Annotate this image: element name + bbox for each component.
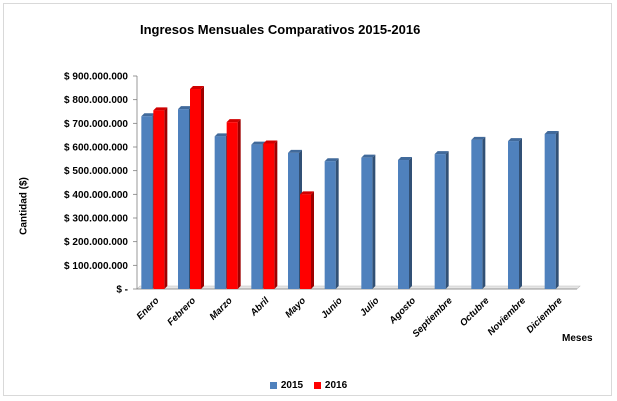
x-tick-label-septiembre: Septiembre xyxy=(410,295,455,340)
y-tick-label: $ 200.000.000 xyxy=(64,237,128,248)
y-tick-label: $ 100.000.000 xyxy=(64,261,128,272)
x-tick-label-junio: Junio xyxy=(319,295,345,321)
bar-2015-agosto xyxy=(398,157,412,289)
y-tick-label: $ 500.000.000 xyxy=(64,166,128,177)
chart-title: Ingresos Mensuales Comparativos 2015-201… xyxy=(140,22,421,37)
x-tick-label-octubre: Octubre xyxy=(458,295,492,329)
bar-2015-febrero xyxy=(178,106,192,289)
bar-2016-febrero xyxy=(190,86,204,290)
x-tick-label-noviembre: Noviembre xyxy=(486,295,529,338)
x-tick-label-enero: Enero xyxy=(135,295,162,322)
bar-2015-mayo xyxy=(288,149,302,289)
x-tick-label-julio: Julio xyxy=(358,295,382,319)
bar-2016-enero xyxy=(153,107,168,289)
bar-2015-noviembre xyxy=(508,138,522,289)
legend-swatch-2016 xyxy=(313,382,321,389)
bar-2015-junio xyxy=(324,158,339,289)
y-tick-label: $ 900.000.000 xyxy=(64,72,128,83)
bar-2016-marzo xyxy=(226,119,241,290)
legend-item-2016: 2016 xyxy=(313,380,348,391)
y-tick-label: $ 600.000.000 xyxy=(64,143,128,154)
y-tick-label: $ - xyxy=(116,285,128,296)
x-tick-label-mayo: Mayo xyxy=(283,295,308,320)
y-tick-label: $ 400.000.000 xyxy=(64,190,128,201)
x-tick-label-febrero: Febrero xyxy=(165,295,198,328)
bar-2015-septiembre xyxy=(434,151,449,289)
y-tick-label: $ 700.000.000 xyxy=(64,119,128,130)
y-tick-label: $ 800.000.000 xyxy=(64,95,128,106)
x-tick-label-marzo: Marzo xyxy=(208,295,235,322)
bar-2015-enero xyxy=(141,113,156,289)
x-tick-label-abril: Abril xyxy=(248,295,272,319)
legend-swatch-2015 xyxy=(269,382,277,389)
x-tick-label-diciembre: Diciembre xyxy=(525,295,566,336)
legend-label-2015: 2015 xyxy=(280,380,304,391)
legend: 2015 2016 xyxy=(0,380,617,392)
legend-label-2016: 2016 xyxy=(324,380,348,391)
bar-2015-marzo xyxy=(214,133,229,289)
bar-2015-diciembre xyxy=(544,130,559,289)
bar-2015-octubre xyxy=(471,136,486,289)
bar-2015-julio xyxy=(361,154,376,289)
bar-2016-mayo xyxy=(300,191,314,289)
x-axis-label: Meses xyxy=(562,333,593,344)
y-tick-label: $ 300.000.000 xyxy=(64,214,128,225)
x-tick-label-agosto: Agosto xyxy=(387,295,419,327)
bar-2015-abril xyxy=(251,141,266,289)
legend-item-2015: 2015 xyxy=(269,380,304,391)
bar-2016-abril xyxy=(263,140,278,289)
